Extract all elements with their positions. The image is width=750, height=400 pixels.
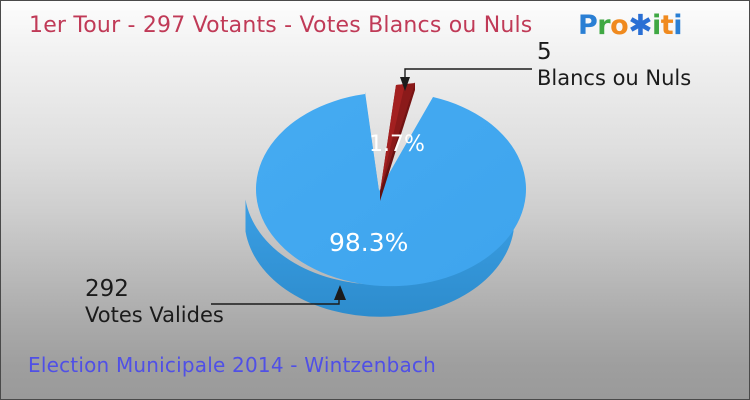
slice-votes-valides-top — [255, 94, 526, 287]
callout-blancs-label: Blancs ou Nuls — [537, 66, 692, 90]
proxiti-logo: Pro✱iti — [578, 8, 682, 42]
slice-votes-valides — [245, 92, 526, 317]
logo-letter-x: ✱ — [628, 8, 652, 42]
logo-letter-p: P — [578, 10, 598, 41]
callout-blancs-ou-nuls: 5 Blancs ou Nuls — [537, 39, 691, 91]
leader-line-blancs — [400, 68, 532, 91]
callout-votes-valides: 292 Votes Valides — [85, 276, 224, 328]
slice-blancs-ou-nuls — [380, 82, 415, 201]
slice-blancs-ou-nuls-highlight — [380, 84, 405, 192]
slice-label-blancs-ou-nuls: 1.7% — [369, 132, 425, 157]
slice-blancs-ou-nuls-side — [380, 82, 415, 201]
slice-votes-valides-side — [245, 199, 514, 317]
logo-letter-t: t — [660, 10, 674, 41]
logo-letter-i-second: i — [673, 10, 682, 41]
logo-letter-r: r — [597, 10, 611, 41]
chart-caption: Election Municipale 2014 - Wintzenbach — [28, 353, 436, 377]
page-title: 1er Tour - 297 Votants - Votes Blancs ou… — [29, 13, 533, 38]
logo-letter-i-first: i — [652, 10, 661, 41]
callout-valides-value: 292 — [85, 276, 129, 302]
logo-letter-o: o — [610, 10, 629, 41]
slice-blancs-ou-nuls-top — [380, 83, 415, 192]
leader-line-valides — [211, 285, 346, 305]
callout-blancs-value: 5 — [537, 39, 552, 65]
slice-label-votes-valides: 98.3% — [329, 228, 408, 257]
callout-valides-label: Votes Valides — [85, 303, 224, 327]
